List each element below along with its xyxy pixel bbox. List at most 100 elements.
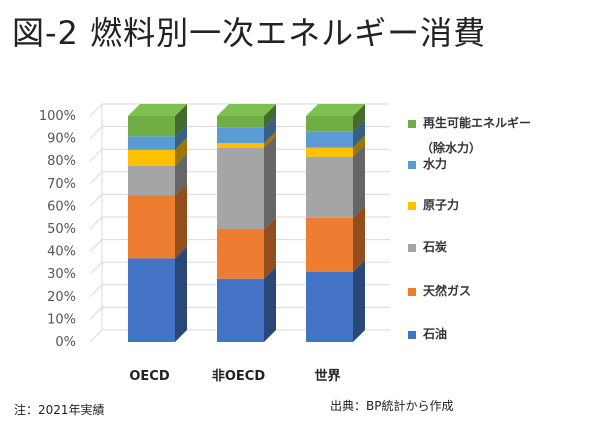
bar-side [353,144,365,218]
bar-segment [128,104,187,137]
bar-segment [217,266,276,342]
bar-segment [306,104,365,132]
x-tick-label: 世界 [314,368,340,384]
legend-label: 石油 [423,327,448,341]
legend-item: 天然ガス [408,282,471,299]
bar-segment [128,246,187,342]
y-tick-label: 50% [47,222,76,237]
y-tick-label: 30% [47,267,76,282]
gridline-depth [89,148,103,162]
bar-segment [128,124,187,150]
bar-front [128,258,175,342]
legend-swatch [408,243,416,252]
bar-front [306,217,353,272]
source-note: 出典：BP統計から作成 [330,399,454,413]
gridline-depth [89,261,103,275]
bar-front [306,271,353,342]
bar-side [175,124,187,150]
bar-front [217,147,264,229]
bar-side [175,183,187,259]
legend-swatch [408,160,416,169]
y-tick-label: 80% [47,154,76,169]
bar-front [217,278,264,342]
bar-side [264,115,276,144]
y-tick-label: 90% [47,132,76,147]
y-tick-label: 20% [47,290,76,305]
bar-side [264,104,276,128]
bar-top [128,104,187,116]
bar-segment [128,137,187,166]
y-tick-label: 0% [55,335,76,350]
bar-front [128,195,175,259]
page-title: 図-2 燃料別一次エネルギー消費 [12,14,487,52]
legend-item: 水力 [408,155,447,172]
bar-front [128,149,175,166]
bar-front [217,116,264,128]
bar-front [217,127,264,144]
bar-side [264,217,276,279]
bar-front [128,165,175,196]
bar-front [306,116,353,132]
legend-swatch [408,330,416,339]
bar-segment [306,259,365,342]
x-tick-label: OECD [129,369,169,384]
bar-segment [128,183,187,259]
bar-segment [306,119,365,148]
legend-label: 天然ガス [423,284,472,298]
gridline-depth [89,216,103,230]
legend-label: 水力 [423,157,448,171]
bar-front [217,229,264,279]
gridline-depth [89,103,103,117]
legend-label: 原子力 [423,198,460,212]
bar-front [217,143,264,148]
bar-segment [217,115,276,144]
legend-label: 再生可能エネルギー [423,116,532,130]
legend-note: （除水力） [421,141,482,155]
bar-front [306,147,353,157]
bar-segment [217,131,276,148]
gridline-depth [89,284,103,298]
gridline-depth [89,329,103,343]
y-axis: 0% 10% 20% 30% 40% 50% 60% 70% 80% 90% 100% [39,109,76,350]
bar-front [306,131,353,148]
bar-side [353,205,365,272]
legend-label: 石炭 [423,240,448,254]
legend-item: 再生可能エネルギー [408,114,531,131]
bar-top [217,104,276,116]
bar-segment [306,135,365,157]
bar-side [175,104,187,137]
bar-side [353,104,365,132]
legend-swatch [408,201,416,210]
bar-side [175,246,187,342]
gridline-depth [89,239,103,252]
bar-segment [217,217,276,279]
bar-front [128,116,175,137]
bar-segment [306,144,365,218]
bar-side [353,135,365,157]
y-tick-label: 60% [47,199,76,214]
y-tick-label: 40% [47,245,76,260]
bar-segment [217,104,276,128]
gridline-depth [89,171,103,185]
bar-front [306,156,353,218]
legend-item: 原子力 [408,196,459,213]
bars [128,104,365,342]
bar-side [353,119,365,148]
bar-segment [217,135,276,229]
bar-segment [306,205,365,272]
gridline-depth [89,307,103,320]
legend-item: 石油 [408,325,447,342]
footnote: 注：2021年実績 [14,403,105,417]
bar-side [264,135,276,229]
bar-side [264,131,276,148]
y-tick-label: 100% [39,109,76,124]
bar-side [264,266,276,342]
gridline-depth [89,126,103,139]
legend-swatch [408,287,416,296]
bar-side [175,137,187,166]
legend-item: 石炭 [408,238,447,255]
legend-swatch [408,119,416,128]
x-axis: OECD 非OECD 世界 [129,368,340,384]
bar-top [306,104,365,116]
